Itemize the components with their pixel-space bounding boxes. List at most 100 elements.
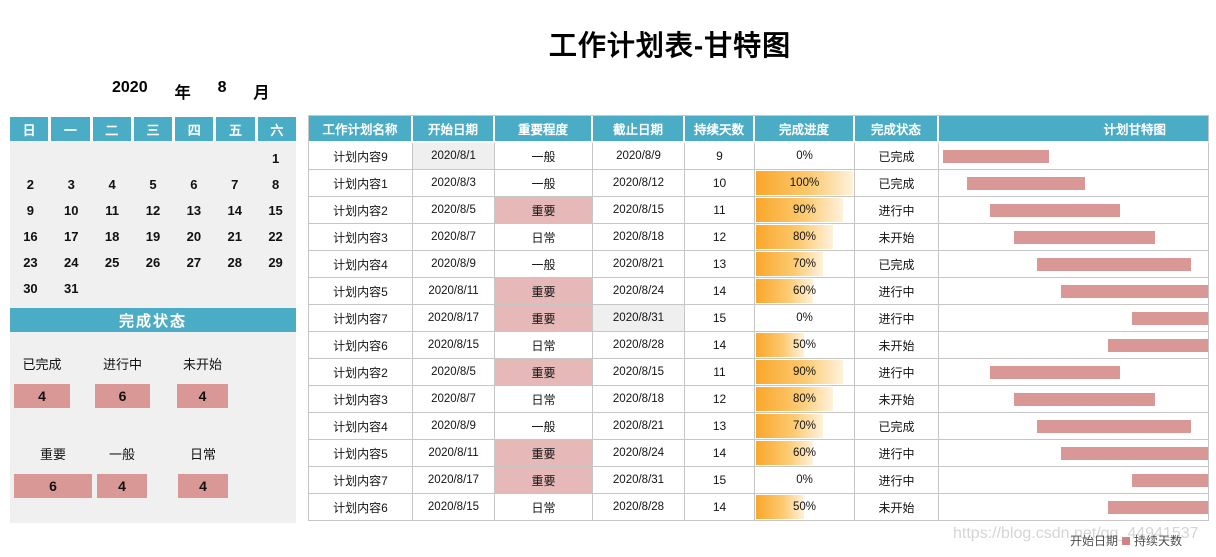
cell-status[interactable]: 进行中 <box>855 359 939 386</box>
calendar-day-cell[interactable]: 29 <box>268 254 283 270</box>
cell-status[interactable]: 未开始 <box>855 332 939 359</box>
cell-importance[interactable]: 一般 <box>495 143 593 170</box>
cell-progress[interactable]: 90% <box>755 197 855 224</box>
cell-start-date[interactable]: 2020/8/15 <box>413 332 495 359</box>
cell-gantt[interactable] <box>939 305 1209 332</box>
cell-start-date[interactable]: 2020/8/7 <box>413 224 495 251</box>
calendar-day-cell[interactable]: 11 <box>105 202 119 218</box>
calendar-day-cell[interactable]: 3 <box>67 176 75 192</box>
cell-status[interactable]: 已完成 <box>855 170 939 197</box>
cell-duration-days[interactable]: 11 <box>685 197 755 224</box>
cell-start-date[interactable]: 2020/8/7 <box>413 386 495 413</box>
cell-progress[interactable]: 50% <box>755 494 855 521</box>
calendar-day-cell[interactable]: 2 <box>26 176 35 192</box>
cell-importance[interactable]: 重要 <box>495 305 593 332</box>
cell-gantt[interactable] <box>939 278 1209 305</box>
cell-status[interactable]: 进行中 <box>855 467 939 494</box>
calendar-day-cell[interactable]: 26 <box>145 254 161 270</box>
cell-progress[interactable]: 0% <box>755 305 855 332</box>
calendar-day-cell[interactable]: 10 <box>64 202 79 218</box>
cell-gantt[interactable] <box>939 494 1209 521</box>
calendar-day-cell[interactable]: 27 <box>186 254 202 270</box>
cell-start-date[interactable]: 2020/8/15 <box>413 494 495 521</box>
cell-end-date[interactable]: 2020/8/24 <box>593 278 685 305</box>
cell-duration-days[interactable]: 15 <box>685 305 755 332</box>
calendar-day-cell[interactable]: 4 <box>108 176 116 192</box>
stat-count-box[interactable]: 6 <box>95 384 150 408</box>
cell-end-date[interactable]: 2020/8/31 <box>593 305 685 332</box>
stat-count-box[interactable]: 4 <box>177 384 228 408</box>
calendar-day-cell[interactable]: 12 <box>145 202 161 218</box>
cell-gantt[interactable] <box>939 251 1209 278</box>
cell-gantt[interactable] <box>939 413 1209 440</box>
stat-count-box[interactable]: 4 <box>178 474 228 498</box>
stat-count-box[interactable]: 4 <box>97 474 147 498</box>
cell-end-date[interactable]: 2020/8/15 <box>593 359 685 386</box>
cell-status[interactable]: 未开始 <box>855 494 939 521</box>
cell-start-date[interactable]: 2020/8/9 <box>413 413 495 440</box>
cell-gantt[interactable] <box>939 143 1209 170</box>
cell-plan-name[interactable]: 计划内容4 <box>309 251 413 278</box>
cell-status[interactable]: 进行中 <box>855 440 939 467</box>
cell-plan-name[interactable]: 计划内容7 <box>309 467 413 494</box>
cell-duration-days[interactable]: 14 <box>685 278 755 305</box>
cell-gantt[interactable] <box>939 332 1209 359</box>
calendar-month[interactable]: 8 <box>217 79 227 96</box>
cell-end-date[interactable]: 2020/8/31 <box>593 467 685 494</box>
cell-duration-days[interactable]: 12 <box>685 386 755 413</box>
cell-duration-days[interactable]: 11 <box>685 359 755 386</box>
cell-start-date[interactable]: 2020/8/1 <box>413 143 495 170</box>
cell-gantt[interactable] <box>939 440 1209 467</box>
cell-status[interactable]: 未开始 <box>855 224 939 251</box>
calendar-day-cell[interactable]: 7 <box>231 176 239 192</box>
calendar-day-cell[interactable]: 9 <box>26 202 35 218</box>
cell-duration-days[interactable]: 14 <box>685 332 755 359</box>
calendar-day-cell[interactable]: 16 <box>23 228 38 244</box>
cell-end-date[interactable]: 2020/8/28 <box>593 332 685 359</box>
cell-gantt[interactable] <box>939 170 1209 197</box>
cell-duration-days[interactable]: 13 <box>685 251 755 278</box>
cell-duration-days[interactable]: 14 <box>685 440 755 467</box>
calendar-day-cell[interactable]: 18 <box>104 228 120 244</box>
calendar-day-cell[interactable]: 31 <box>64 280 79 296</box>
cell-progress[interactable]: 0% <box>755 467 855 494</box>
cell-status[interactable]: 进行中 <box>855 197 939 224</box>
cell-importance[interactable]: 一般 <box>495 170 593 197</box>
cell-progress[interactable]: 70% <box>755 251 855 278</box>
calendar-day-cell[interactable]: 22 <box>268 228 283 244</box>
cell-importance[interactable]: 一般 <box>495 251 593 278</box>
cell-importance[interactable]: 重要 <box>495 197 593 224</box>
cell-status[interactable]: 已完成 <box>855 251 939 278</box>
cell-end-date[interactable]: 2020/8/18 <box>593 224 685 251</box>
calendar-day-cell[interactable]: 25 <box>104 254 120 270</box>
cell-duration-days[interactable]: 12 <box>685 224 755 251</box>
calendar-day-cell[interactable]: 28 <box>227 254 242 270</box>
cell-end-date[interactable]: 2020/8/28 <box>593 494 685 521</box>
cell-start-date[interactable]: 2020/8/17 <box>413 305 495 332</box>
cell-gantt[interactable] <box>939 467 1209 494</box>
cell-importance[interactable]: 重要 <box>495 440 593 467</box>
cell-status[interactable]: 已完成 <box>855 143 939 170</box>
cell-start-date[interactable]: 2020/8/5 <box>413 197 495 224</box>
cell-importance[interactable]: 重要 <box>495 278 593 305</box>
cell-progress[interactable]: 100% <box>755 170 855 197</box>
calendar-day-cell[interactable]: 1 <box>271 150 280 166</box>
cell-progress[interactable]: 0% <box>755 143 855 170</box>
cell-duration-days[interactable]: 14 <box>685 494 755 521</box>
calendar-day-cell[interactable]: 17 <box>64 228 79 244</box>
cell-end-date[interactable]: 2020/8/15 <box>593 197 685 224</box>
calendar-day-cell[interactable]: 23 <box>23 254 38 270</box>
cell-plan-name[interactable]: 计划内容1 <box>309 170 413 197</box>
stat-count-box[interactable]: 4 <box>14 384 70 408</box>
cell-importance[interactable]: 日常 <box>495 494 593 521</box>
cell-end-date[interactable]: 2020/8/24 <box>593 440 685 467</box>
cell-start-date[interactable]: 2020/8/3 <box>413 170 495 197</box>
cell-start-date[interactable]: 2020/8/11 <box>413 278 495 305</box>
cell-duration-days[interactable]: 15 <box>685 467 755 494</box>
cell-plan-name[interactable]: 计划内容3 <box>309 224 413 251</box>
cell-status[interactable]: 进行中 <box>855 305 939 332</box>
cell-status[interactable]: 已完成 <box>855 413 939 440</box>
calendar-day-cell[interactable]: 19 <box>145 228 161 244</box>
cell-plan-name[interactable]: 计划内容2 <box>309 197 413 224</box>
calendar-day-cell[interactable]: 21 <box>227 228 242 244</box>
